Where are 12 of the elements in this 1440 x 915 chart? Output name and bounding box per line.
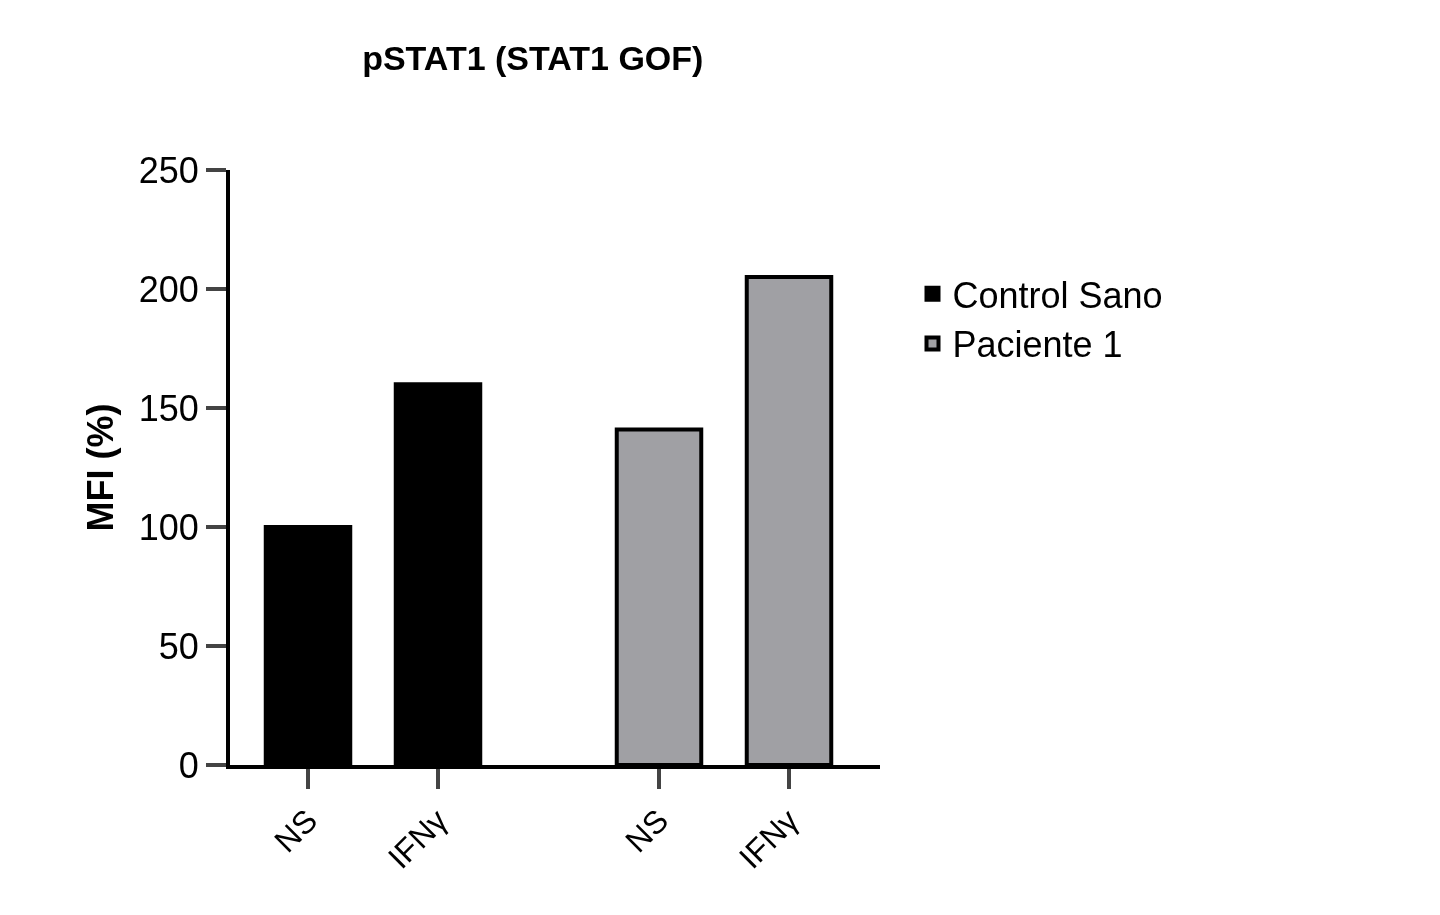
y-tick-label: 250 — [138, 149, 199, 191]
x-tick-label: NS — [267, 802, 325, 860]
y-tick-label: 100 — [138, 506, 199, 548]
y-tick-label: 150 — [138, 387, 199, 429]
legend-label: Paciente 1 — [952, 324, 1123, 366]
y-tick-label: 50 — [158, 625, 199, 667]
legend-label: Control Sano — [952, 274, 1163, 316]
x-tick-label: NS — [618, 802, 676, 860]
y-axis-title: MFI (%) — [80, 403, 122, 532]
y-tick-label: 0 — [178, 744, 199, 786]
chart-title: pSTAT1 (STAT1 GOF) — [362, 38, 704, 77]
y-tick-label: 200 — [138, 268, 199, 310]
